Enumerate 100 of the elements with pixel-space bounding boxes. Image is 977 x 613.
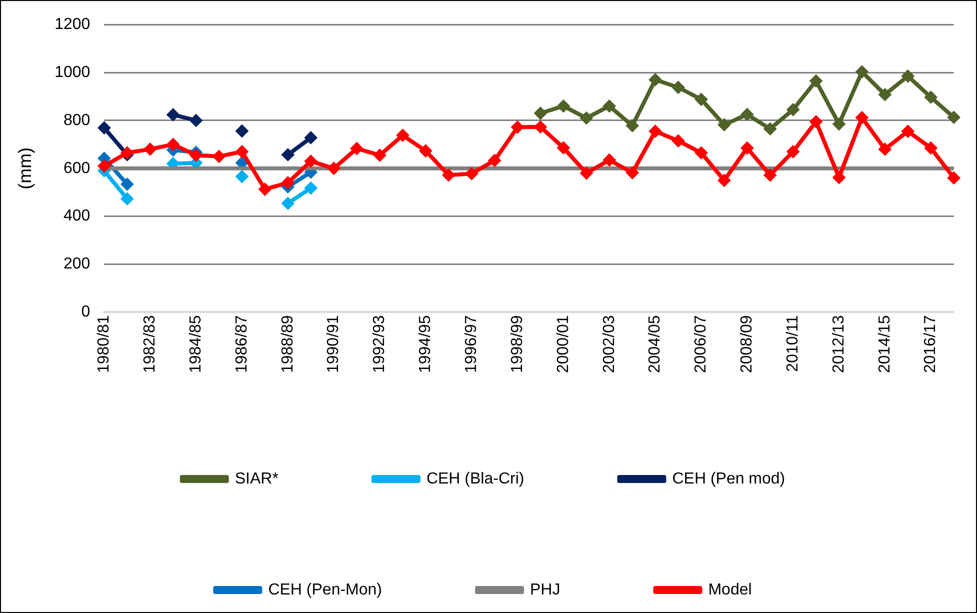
point	[810, 74, 823, 88]
point	[144, 142, 157, 156]
point	[740, 108, 754, 121]
point	[212, 150, 226, 163]
legend-label: CEH (Bla-Cri)	[426, 470, 524, 488]
point	[304, 182, 318, 195]
point	[235, 145, 248, 158]
legend-label: CEH (Pen mod)	[672, 470, 786, 488]
y-tick-label: 400	[63, 208, 90, 225]
point	[947, 171, 960, 184]
point	[190, 114, 203, 127]
point	[602, 153, 616, 166]
y-tick-label: 200	[63, 256, 90, 273]
point	[419, 144, 432, 158]
x-tick-label: 1982/83	[142, 315, 159, 374]
x-tick-label: 2016/17	[922, 315, 940, 374]
x-tick-label: 2000/01	[554, 315, 572, 374]
point	[694, 146, 708, 160]
x-tick-label: 1994/95	[417, 315, 434, 374]
x-tick-label: 2010/11	[784, 315, 802, 372]
y-tick-label: 1200	[54, 16, 90, 34]
point	[98, 159, 111, 172]
x-tick-label: 2012/13	[830, 315, 848, 374]
point	[120, 192, 134, 206]
y-tick-label: 0	[81, 304, 90, 321]
x-tick-label: 1980/81	[96, 315, 113, 374]
point	[396, 128, 410, 142]
point	[556, 141, 570, 154]
x-tick-label: 1986/87	[233, 315, 250, 374]
point	[190, 148, 203, 162]
point	[556, 100, 570, 113]
y-tick-label: 600	[63, 160, 90, 177]
point	[235, 124, 248, 138]
point	[120, 178, 134, 191]
point	[281, 196, 294, 210]
point	[465, 167, 478, 180]
x-tick-label: 1998/99	[508, 315, 526, 374]
point	[786, 145, 800, 158]
x-tick-label: 2008/09	[738, 315, 756, 374]
point	[786, 103, 800, 116]
point	[764, 168, 777, 182]
point	[166, 108, 180, 122]
x-tick-label: 2006/07	[692, 315, 710, 374]
point	[602, 100, 616, 113]
point	[281, 176, 294, 190]
point	[442, 168, 456, 182]
legend-label: CEH (Pen-Mon)	[268, 581, 382, 598]
point	[947, 110, 960, 124]
point	[580, 166, 593, 180]
point	[98, 121, 111, 134]
point	[350, 142, 364, 155]
x-tick-label: 1992/93	[371, 315, 388, 374]
point	[810, 115, 823, 128]
point	[281, 148, 294, 162]
point	[694, 92, 708, 106]
point	[924, 90, 938, 104]
point	[626, 119, 639, 132]
point	[718, 174, 731, 187]
point	[832, 118, 846, 131]
point	[740, 142, 754, 155]
point	[648, 124, 662, 138]
y-tick-label: 1000	[54, 64, 90, 81]
point	[580, 112, 593, 125]
point	[764, 122, 777, 136]
x-tick-label: 1988/89	[279, 315, 296, 374]
legend-label: SIAR*	[234, 470, 278, 488]
point	[718, 118, 731, 132]
point	[832, 170, 846, 184]
point	[304, 154, 318, 168]
point	[901, 124, 914, 138]
x-tick-label: 1984/85	[187, 315, 204, 374]
point	[672, 80, 685, 94]
point	[924, 142, 938, 155]
point	[488, 154, 502, 167]
point	[855, 65, 868, 78]
point	[235, 170, 248, 184]
x-tick-label: 2004/05	[646, 315, 664, 374]
x-tick-label: 1996/97	[462, 315, 480, 374]
point	[878, 142, 892, 156]
y-tick-label: 800	[63, 112, 90, 129]
point	[327, 162, 340, 175]
point	[626, 166, 639, 180]
x-tick-label: 1990/91	[325, 315, 342, 374]
point	[855, 111, 868, 124]
point	[534, 106, 547, 120]
point	[901, 70, 914, 83]
point	[672, 134, 685, 148]
x-tick-label: 2014/15	[876, 315, 894, 374]
legend-label: PHJ	[530, 581, 560, 598]
point	[258, 182, 272, 196]
point	[304, 131, 318, 144]
point	[373, 148, 386, 162]
legend-label: Model	[708, 581, 752, 598]
point	[878, 88, 892, 102]
point	[511, 120, 524, 134]
x-tick-label: 2002/03	[600, 315, 618, 374]
point	[166, 138, 180, 151]
point	[534, 120, 547, 134]
point	[648, 73, 662, 86]
y-axis-title: (mm)	[14, 147, 35, 190]
